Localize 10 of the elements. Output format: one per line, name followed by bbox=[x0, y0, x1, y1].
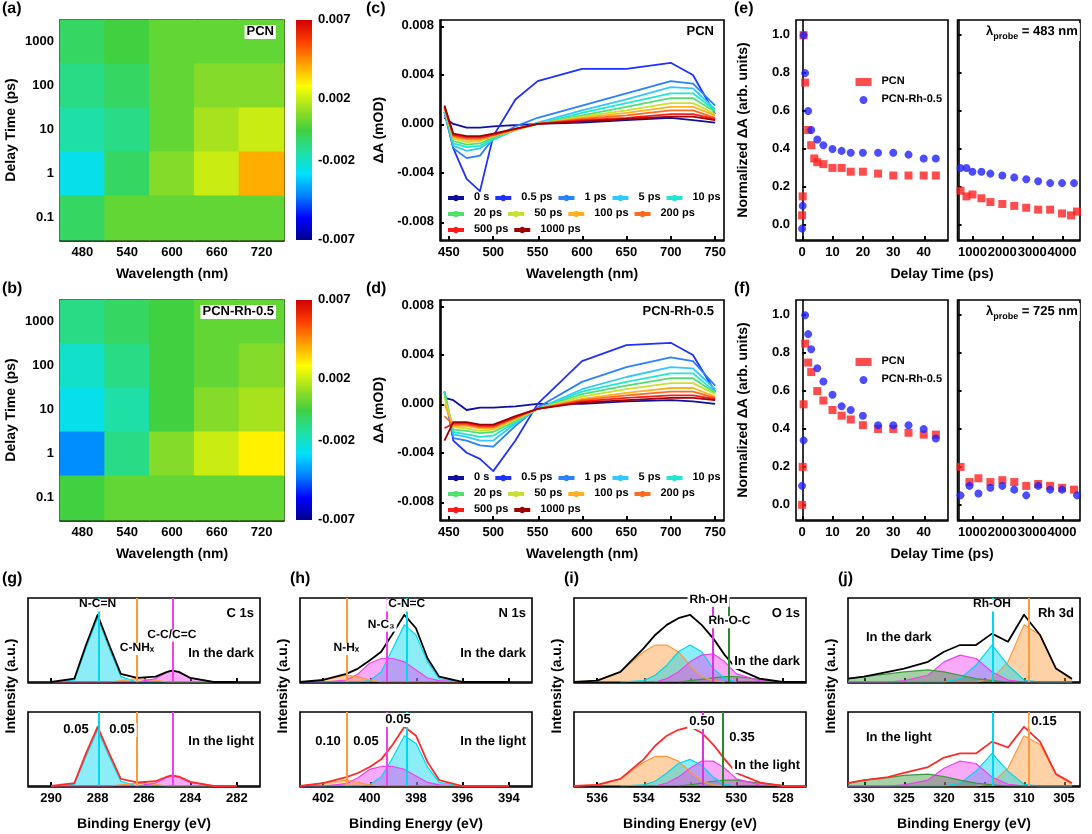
chart-title: (a) bbox=[2, 0, 23, 17]
chart-title: (c) bbox=[366, 0, 387, 17]
chart-title: (d) bbox=[366, 279, 388, 297]
chart-title: (h) bbox=[290, 569, 312, 587]
chart-title: (j) bbox=[838, 569, 854, 587]
chart-title: (g) bbox=[2, 569, 24, 587]
chart-title: (f) bbox=[734, 279, 751, 297]
chart-title: (i) bbox=[564, 569, 580, 587]
chart-title: (e) bbox=[734, 0, 755, 17]
chart-title: (b) bbox=[2, 279, 24, 297]
